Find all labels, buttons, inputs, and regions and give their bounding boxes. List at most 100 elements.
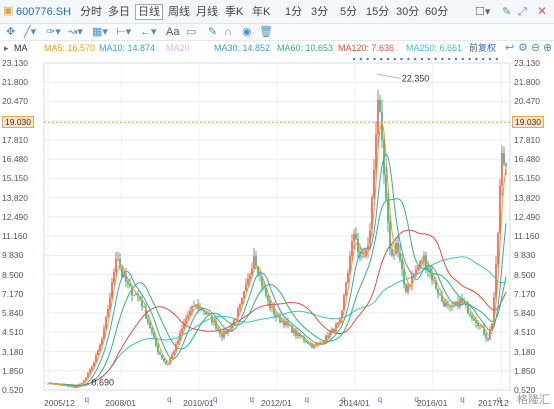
left-tick-label: 15.150	[2, 173, 28, 184]
settings-icon[interactable]: ⚙	[518, 42, 528, 54]
candle-body	[227, 328, 229, 334]
date-label: 2012/01	[261, 398, 292, 408]
ma250-legend: MA250: 6.661	[406, 43, 463, 53]
pen-tool-icon[interactable]: ✑▾	[46, 26, 61, 38]
left-tick-label: 20.470	[2, 96, 28, 107]
candle-body	[135, 294, 137, 296]
back-icon[interactable]: ↩	[505, 42, 515, 54]
event-marker	[448, 57, 451, 61]
grid-tool-icon[interactable]: ▦▾	[92, 26, 108, 38]
candle-body	[53, 383, 55, 385]
wave-tool-icon[interactable]: ↝▾	[68, 26, 83, 38]
candle-body	[101, 339, 103, 345]
tab-weekly[interactable]: 周线	[168, 6, 190, 18]
candle-body	[295, 330, 297, 336]
right-tick-label: 16.480	[514, 154, 540, 165]
add-icon[interactable]: ⊕	[543, 42, 553, 54]
tab-quarterly[interactable]: 季K	[225, 6, 244, 18]
candle-body	[403, 269, 405, 285]
quarter-marker: q	[250, 395, 254, 404]
candle-body	[477, 323, 479, 327]
candle-body	[499, 185, 501, 233]
tab-5min[interactable]: 5分	[340, 6, 358, 18]
candle-body	[385, 175, 387, 200]
event-marker	[454, 57, 458, 61]
candle-body	[243, 291, 245, 298]
folder-icon[interactable]: ▣	[3, 5, 14, 17]
quarter-marker: q	[167, 395, 171, 404]
candle-body	[193, 305, 195, 307]
candle-body	[437, 288, 439, 294]
left-tick-label: 17.810	[2, 134, 28, 145]
edit-tool-icon[interactable]: ✎	[208, 26, 218, 38]
candle-body	[469, 313, 471, 316]
candle-body	[485, 334, 487, 339]
candle-body	[199, 307, 201, 309]
event-marker	[468, 57, 471, 61]
candle-body	[115, 259, 117, 273]
event-marker	[488, 57, 492, 61]
candle-body	[497, 232, 499, 264]
left-tick-label: 4.510	[2, 327, 24, 338]
candle-body	[413, 273, 415, 277]
date-label: 2008/01	[105, 398, 136, 408]
close-icon[interactable]: ✕	[537, 4, 548, 18]
text-tool-icon[interactable]: Aa	[166, 26, 180, 38]
tab-multiday[interactable]: 多日	[108, 6, 130, 18]
quarter-marker: q	[213, 395, 217, 404]
candle-body	[365, 249, 367, 257]
quarter-marker: q	[85, 395, 89, 404]
candle-body	[335, 324, 337, 332]
ma-label[interactable]: MA	[14, 43, 28, 53]
tab-30min[interactable]: 30分	[396, 6, 420, 18]
candle-body	[443, 301, 445, 307]
candle-body	[195, 304, 197, 307]
candle-body	[233, 319, 235, 326]
candle-body	[157, 345, 159, 353]
tab-intraday[interactable]: 分时	[80, 6, 102, 18]
move-tool-icon[interactable]: ✥	[6, 26, 16, 38]
candle-body	[275, 314, 277, 318]
tab-1min[interactable]: 1分	[285, 6, 303, 18]
candle-body	[149, 322, 151, 329]
edit-icon[interactable]: ✎	[502, 6, 512, 18]
expand-icon[interactable]: ⤢	[518, 6, 527, 18]
event-marker	[393, 57, 396, 61]
collapse-icon[interactable]: ▸	[4, 43, 9, 53]
delete-tool-icon[interactable]: 🗑	[259, 26, 273, 38]
candle-body	[459, 298, 461, 307]
line-tool-icon[interactable]: ╱▾	[24, 26, 37, 38]
measure-tool-icon[interactable]: ⊢▾	[116, 26, 132, 38]
date-label: 2010/01	[183, 398, 214, 408]
candle-body	[143, 306, 145, 308]
arrow-tool-icon[interactable]: ←▾	[140, 26, 157, 38]
window-icon[interactable]: ☐▾	[475, 6, 491, 18]
candle-body	[99, 344, 101, 351]
candle-body	[55, 384, 57, 385]
right-tick-label: 4.510	[514, 327, 536, 338]
candle-body	[251, 268, 253, 276]
stock-code[interactable]: 600776.SH	[16, 6, 72, 18]
tab-yearly[interactable]: 年K	[252, 6, 271, 18]
comment-tool-icon[interactable]: ▭	[186, 26, 197, 38]
candle-body	[471, 315, 473, 319]
candle-body	[451, 306, 453, 308]
adjust-dropdown[interactable]: 前复权	[469, 43, 497, 53]
candle-body	[69, 386, 71, 387]
tab-60min[interactable]: 60分	[425, 6, 449, 18]
event-marker	[380, 57, 383, 61]
candle-body	[349, 256, 351, 273]
candle-body	[127, 281, 129, 284]
tab-15min[interactable]: 15分	[366, 6, 390, 18]
magnet-tool-icon[interactable]: ∩	[224, 26, 232, 38]
event-marker	[434, 57, 437, 61]
tab-monthly[interactable]: 月线	[196, 6, 218, 18]
candle-body	[445, 303, 447, 307]
tab-3min[interactable]: 3分	[311, 6, 329, 18]
candle-body	[113, 272, 115, 283]
eye-tool-icon[interactable]: ◉	[242, 26, 252, 38]
minimize-icon[interactable]: ⊖	[531, 42, 541, 54]
candle-body	[409, 284, 411, 286]
tab-daily[interactable]: 日线	[135, 4, 163, 20]
